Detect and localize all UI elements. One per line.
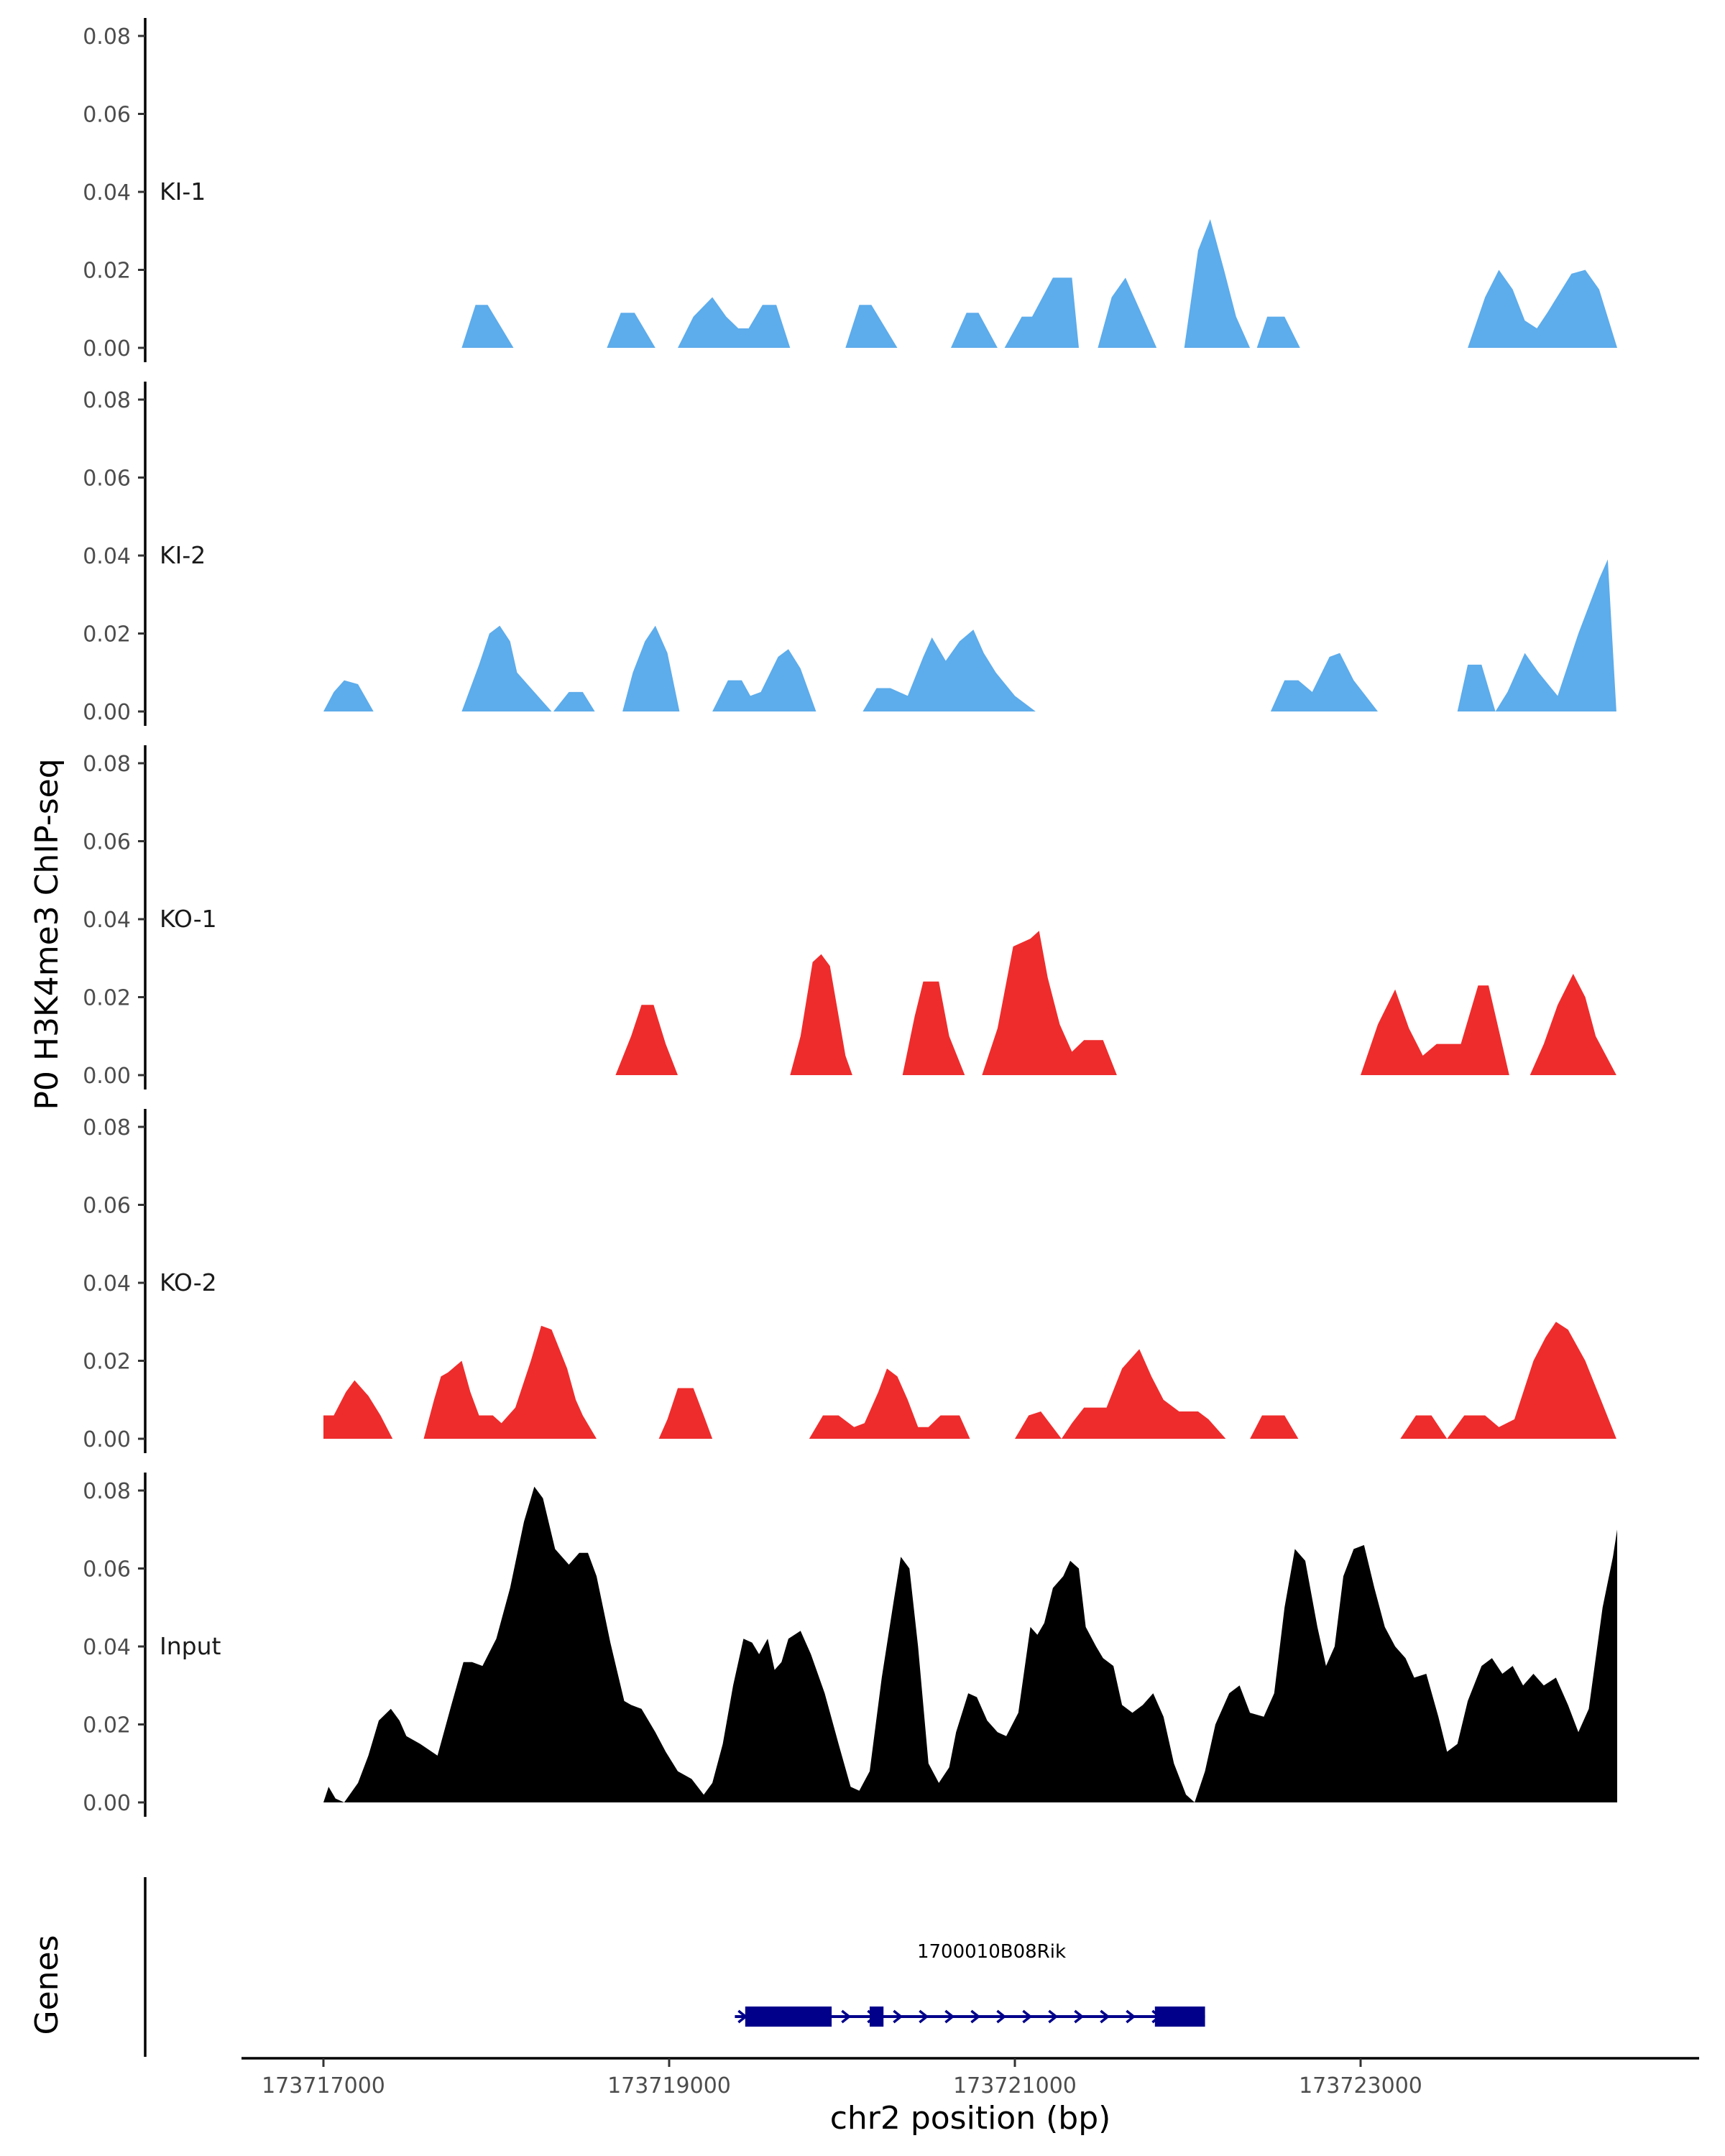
y-axis-title: P0 H3K4me3 ChIP-seq xyxy=(29,758,65,1110)
y-tick-label: 0.02 xyxy=(83,622,131,648)
y-tick-label: 0.02 xyxy=(83,1350,131,1375)
y-tick-label: 0.02 xyxy=(83,986,131,1011)
strand-chevron xyxy=(893,2009,903,2024)
strand-chevron xyxy=(944,2009,955,2024)
y-tick-label: 0.04 xyxy=(83,544,131,569)
track-ki-1: 0.00 0.02 0.04 0.06 0.08 KI-1 xyxy=(83,18,1617,362)
tracks: 0.00 0.02 0.04 0.06 0.08 KI-1 0.00 0.02 0.04 0.06… xyxy=(83,18,1617,1817)
track-label: KO-1 xyxy=(160,905,217,933)
y-tick-label: 0.06 xyxy=(83,103,131,128)
x-tick-label: 173719000 xyxy=(607,2073,731,2099)
coverage-area-ki-2 xyxy=(323,559,1616,711)
y-tick-label: 0.06 xyxy=(83,466,131,492)
x-tick-label: 173717000 xyxy=(262,2073,385,2099)
y-tick-label: 0.00 xyxy=(83,1791,131,1816)
y-tick-label: 0.00 xyxy=(83,1064,131,1089)
y-tick-label: 0.08 xyxy=(83,1479,131,1504)
coverage-area-ko-1 xyxy=(615,931,1616,1075)
strand-chevron xyxy=(919,2009,929,2024)
gene-exon xyxy=(869,2007,884,2027)
strand-chevron xyxy=(1074,2009,1085,2024)
y-tick-label: 0.04 xyxy=(83,1271,131,1296)
y-tick-label: 0.04 xyxy=(83,180,131,206)
track-ko-1: 0.00 0.02 0.04 0.06 0.08 KO-1 xyxy=(83,745,1616,1089)
track-label: KI-2 xyxy=(160,541,206,569)
y-tick-label: 0.00 xyxy=(83,336,131,361)
gene-exon xyxy=(745,2007,832,2027)
strand-chevron xyxy=(1048,2009,1059,2024)
track-input: 0.00 0.02 0.04 0.06 0.08 Input xyxy=(83,1473,1617,1817)
y-tick-label: 0.02 xyxy=(83,1713,131,1738)
track-label: Input xyxy=(160,1632,221,1660)
genes-label: Genes xyxy=(29,1935,65,2035)
y-tick-label: 0.00 xyxy=(83,1427,131,1452)
track-ko-2: 0.00 0.02 0.04 0.06 0.08 KO-2 xyxy=(83,1109,1616,1453)
x-axis-title: chr2 position (bp) xyxy=(830,2100,1111,2137)
coverage-area-ki-1 xyxy=(461,219,1617,348)
track-label: KI-1 xyxy=(160,178,206,206)
strand-chevron xyxy=(970,2009,981,2024)
gene-exon xyxy=(1154,2007,1205,2027)
coverage-area-ko-2 xyxy=(323,1322,1616,1439)
y-tick-label: 0.04 xyxy=(83,908,131,933)
strand-chevron xyxy=(1022,2009,1033,2024)
gene-name-label: 1700010B08Rik xyxy=(917,1941,1066,1963)
y-tick-label: 0.06 xyxy=(83,1194,131,1219)
genes-track: Genes 1700010B08Rik xyxy=(29,1877,1205,2057)
coverage-area-input xyxy=(323,1486,1617,1802)
y-tick-label: 0.08 xyxy=(83,752,131,777)
strand-chevron xyxy=(1100,2009,1110,2024)
strand-chevron xyxy=(996,2009,1007,2024)
y-tick-label: 0.00 xyxy=(83,700,131,725)
strand-chevron xyxy=(841,2009,852,2024)
y-tick-label: 0.06 xyxy=(83,1557,131,1583)
x-tick-label: 173723000 xyxy=(1299,2073,1422,2099)
y-tick-label: 0.08 xyxy=(83,388,131,413)
y-tick-label: 0.02 xyxy=(83,259,131,284)
x-axis: 173717000 173719000 173721000 173723000 xyxy=(242,2057,1699,2099)
y-tick-label: 0.04 xyxy=(83,1635,131,1660)
strand-chevron xyxy=(1126,2009,1136,2024)
x-tick-label: 173721000 xyxy=(953,2073,1077,2099)
track-label: KO-2 xyxy=(160,1268,217,1296)
y-tick-label: 0.08 xyxy=(83,24,131,50)
track-ki-2: 0.00 0.02 0.04 0.06 0.08 KI-2 xyxy=(83,382,1616,726)
y-tick-label: 0.06 xyxy=(83,830,131,855)
y-tick-label: 0.08 xyxy=(83,1115,131,1141)
